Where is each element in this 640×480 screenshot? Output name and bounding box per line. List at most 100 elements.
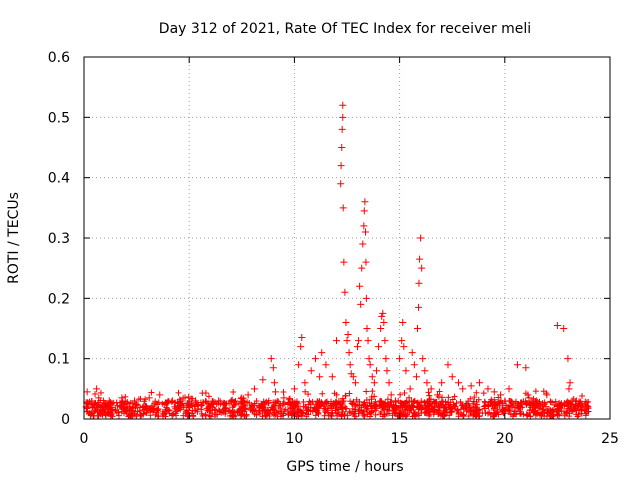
x-tick-label: 10 <box>285 431 303 447</box>
data-point <box>344 331 352 339</box>
data-point <box>497 391 505 399</box>
data-point <box>298 334 306 342</box>
data-point <box>339 204 347 212</box>
data-point <box>402 367 410 375</box>
data-point <box>339 101 347 109</box>
x-tick-label: 20 <box>496 431 514 447</box>
data-point <box>364 337 372 345</box>
data-point <box>553 321 561 329</box>
data-point <box>337 162 345 170</box>
data-point <box>351 379 359 387</box>
data-point <box>459 385 467 393</box>
data-point <box>406 385 414 393</box>
data-point <box>318 349 326 357</box>
data-point <box>383 367 391 375</box>
x-axis-label: GPS time / hours <box>286 459 403 475</box>
data-point <box>349 373 357 381</box>
x-tick-label: 5 <box>185 431 194 447</box>
data-point <box>525 394 533 402</box>
data-point <box>418 264 426 272</box>
data-point <box>410 361 418 369</box>
data-point <box>448 373 456 381</box>
data-point <box>297 343 305 351</box>
data-point <box>385 379 393 387</box>
data-point <box>419 355 427 363</box>
data-point <box>370 379 378 387</box>
data-point <box>391 397 399 405</box>
data-point <box>372 367 380 375</box>
data-point <box>421 367 429 375</box>
data-point <box>377 325 385 332</box>
data-point <box>444 361 452 369</box>
data-point <box>130 397 138 405</box>
tick-labels-layer: 0 5 10 15 20 25 0 0.1 0.2 0.3 0.4 0.5 0.6 <box>48 50 619 447</box>
data-point <box>572 397 580 405</box>
data-point <box>259 376 267 384</box>
data-point <box>145 394 153 402</box>
data-point <box>346 361 354 369</box>
y-tick-label: 0.5 <box>48 110 70 126</box>
data-point <box>269 364 277 372</box>
data-point <box>295 361 303 369</box>
data-point <box>560 325 568 332</box>
data-point <box>339 113 347 121</box>
data-point <box>413 325 421 332</box>
y-tick-label: 0 <box>61 412 70 428</box>
data-point <box>363 325 371 332</box>
data-point <box>332 337 340 345</box>
data-point <box>379 309 387 317</box>
y-tick-label: 0.6 <box>48 50 70 66</box>
data-point <box>244 391 252 399</box>
data-point <box>467 382 475 390</box>
data-point <box>387 391 395 399</box>
chart-title: Day 312 of 2021, Rate Of TEC Index for r… <box>159 21 531 37</box>
data-point <box>168 397 176 405</box>
noise-band-layer <box>83 388 592 420</box>
data-point <box>311 355 319 363</box>
data-point <box>356 282 364 290</box>
data-point <box>301 379 309 387</box>
data-point <box>357 300 365 308</box>
data-point <box>577 403 585 411</box>
data-point <box>290 385 298 393</box>
x-tick-label: 0 <box>80 431 89 447</box>
data-point <box>378 312 386 320</box>
data-point <box>316 373 324 381</box>
y-tick-label: 0.3 <box>48 231 70 247</box>
data-point <box>204 400 212 408</box>
data-point <box>366 361 374 369</box>
data-point <box>455 379 463 387</box>
data-point <box>433 391 441 399</box>
data-point <box>280 394 288 402</box>
data-point <box>543 391 551 399</box>
data-point <box>417 234 425 242</box>
data-point <box>322 361 330 369</box>
data-point <box>362 294 370 302</box>
data-point <box>484 385 492 393</box>
noise-band-marks <box>83 388 592 420</box>
data-point <box>362 228 370 236</box>
data-point <box>307 367 315 375</box>
data-point <box>328 373 336 381</box>
data-point <box>156 391 164 399</box>
data-point <box>340 258 348 266</box>
data-point <box>338 144 346 151</box>
data-point <box>438 379 446 387</box>
data-point <box>359 240 367 248</box>
data-point <box>343 337 351 345</box>
data-point <box>365 355 373 363</box>
data-point <box>341 288 349 296</box>
data-point <box>360 207 368 215</box>
data-point <box>93 385 101 393</box>
data-point <box>337 180 345 188</box>
data-point <box>566 379 574 387</box>
data-point <box>427 385 435 393</box>
data-point <box>505 385 513 393</box>
data-point <box>375 343 383 351</box>
data-point <box>358 264 366 272</box>
data-point <box>250 385 258 393</box>
data-point <box>362 258 370 266</box>
y-tick-label: 0.1 <box>48 352 70 368</box>
grid-layer <box>84 57 610 419</box>
